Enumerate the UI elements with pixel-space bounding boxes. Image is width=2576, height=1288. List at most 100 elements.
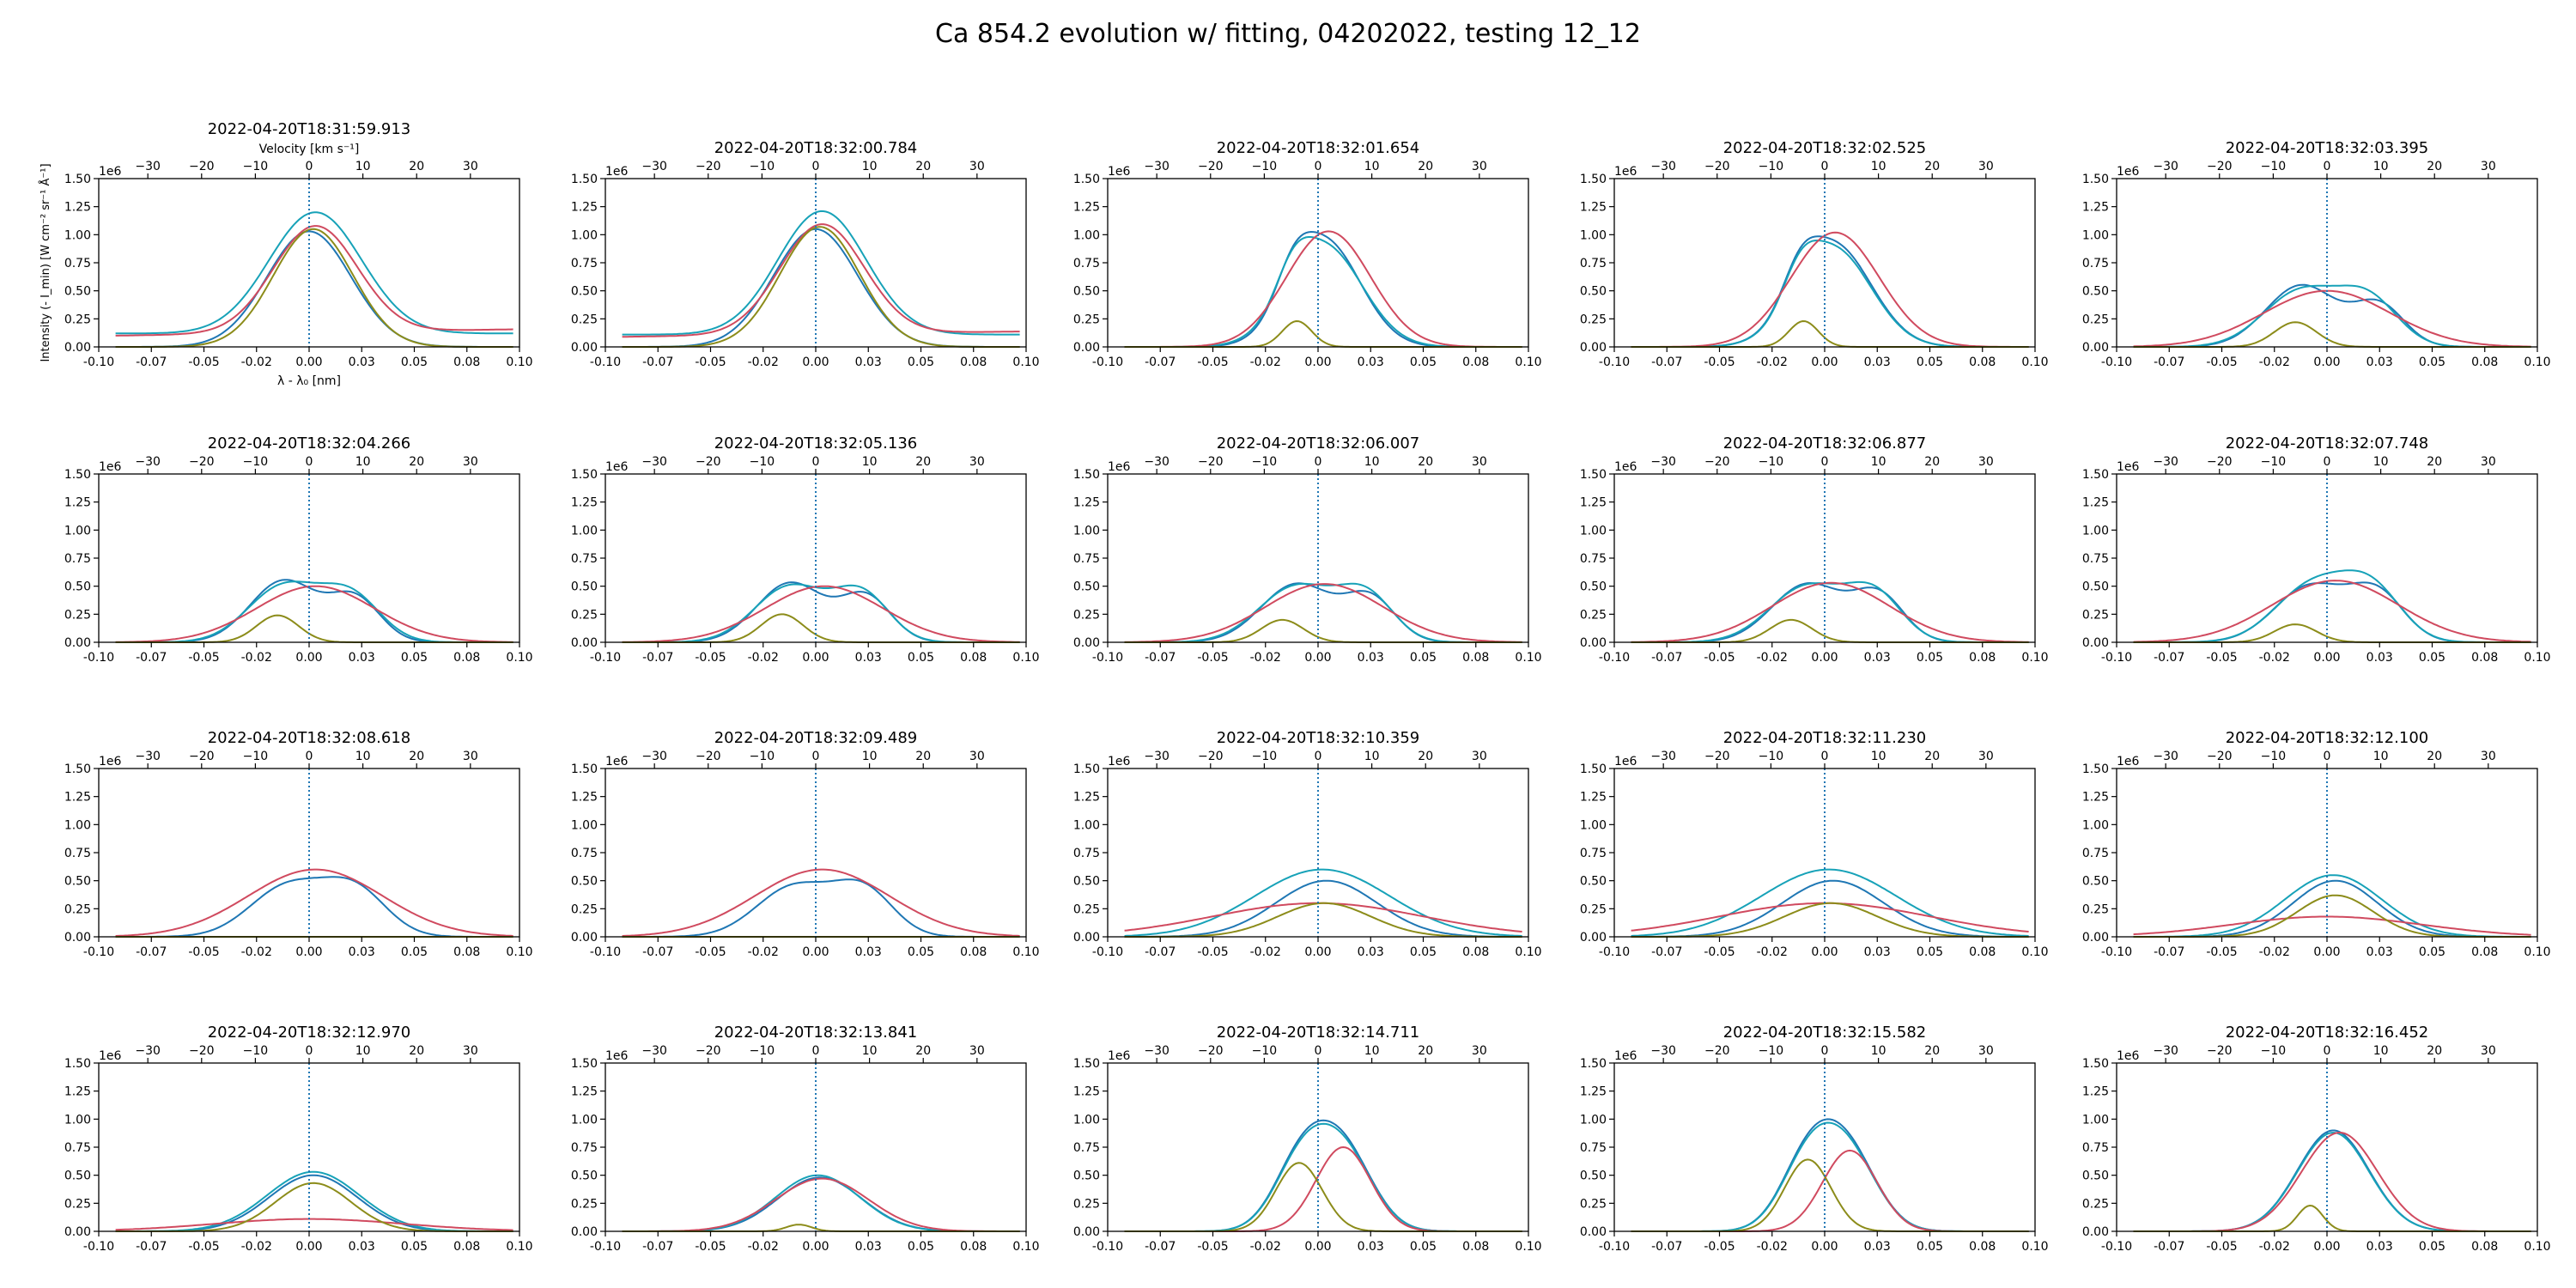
fit_total-line <box>2133 874 2531 938</box>
y-tick-label: 1.25 <box>1580 1085 1607 1099</box>
subplot-panel: 2022-04-20T18:32:14.711 -0.10 -0.07 -0.05 -0… <box>1048 1003 1554 1283</box>
top-tick-label: −10 <box>750 750 775 763</box>
y-tick-label: 0.50 <box>1580 875 1607 889</box>
x-tick-label: 0.08 <box>2471 355 2498 369</box>
y-tick-label: 0.00 <box>1073 931 1100 945</box>
y-tick-label: 0.50 <box>1580 285 1607 299</box>
y-tick-label: 0.50 <box>571 285 598 299</box>
subplot-svg: 2022-04-20T18:32:01.654 -0.10 -0.07 -0.05 -0… <box>1073 139 1542 369</box>
y-tick-label: 1.25 <box>1580 201 1607 215</box>
top-tick-label: 0 <box>1315 455 1322 469</box>
component_2-line <box>1631 902 2029 938</box>
x-tick-label: 0.10 <box>1012 1240 1039 1254</box>
x-tick-label: -0.07 <box>1651 945 1682 959</box>
offset-text: 1e6 <box>99 755 122 769</box>
subplot-title: 2022-04-20T18:32:02.525 <box>1723 139 1927 157</box>
y-tick-label: 1.50 <box>64 468 91 482</box>
y-tick-label: 1.25 <box>571 1085 598 1099</box>
component_1-line <box>115 1218 513 1231</box>
y-tick-label: 0.75 <box>2082 1141 2109 1155</box>
x-tick-label: -0.02 <box>1250 355 1281 369</box>
x-tick-label: 0.03 <box>1358 651 1384 665</box>
x-tick-label: 0.00 <box>1811 651 1838 665</box>
x-tick-label: 0.00 <box>1811 355 1838 369</box>
top-tick-label: 30 <box>463 1044 478 1058</box>
x-tick-label: -0.10 <box>1599 945 1630 959</box>
offset-text: 1e6 <box>1108 755 1131 769</box>
subplot-title: 2022-04-20T18:32:16.452 <box>2226 1024 2429 1042</box>
plot-area: 2022-04-20T18:32:04.266 -0.10 -0.07 -0.05 -0… <box>64 434 533 665</box>
y-tick-label: 0.25 <box>64 608 91 622</box>
x-tick-label: -0.10 <box>83 355 114 369</box>
component_1-line <box>622 223 1020 338</box>
x-tick-label: 0.03 <box>855 651 882 665</box>
top-tick-label: −30 <box>135 750 161 763</box>
y-tick-label: 0.00 <box>1073 341 1100 355</box>
top-tick-label: 10 <box>355 1044 371 1058</box>
plot-area: 2022-04-20T18:32:09.489 -0.10 -0.07 -0.05 -0… <box>571 729 1040 959</box>
x-tick-label: -0.07 <box>1651 355 1682 369</box>
top-tick-label: −10 <box>2261 160 2287 173</box>
y-tick-label: 0.00 <box>64 1225 91 1239</box>
top-tick-label: 10 <box>355 750 371 763</box>
y-tick-label: 1.25 <box>571 791 598 805</box>
component_1-line <box>1631 231 2029 348</box>
y-tick-label: 0.25 <box>64 902 91 916</box>
y-tick-label: 0.75 <box>1580 552 1607 566</box>
x-tick-label: 0.08 <box>2471 945 2498 959</box>
x-tick-label: 0.03 <box>349 355 375 369</box>
y-tick-label: 1.00 <box>1073 228 1100 242</box>
y-tick-label: 1.50 <box>2082 1057 2109 1071</box>
top-tick-label: 20 <box>915 455 931 469</box>
fit_total-line <box>2133 284 2531 348</box>
component_1-line <box>115 225 513 337</box>
y-tick-label: 1.25 <box>1073 791 1100 805</box>
top-tick-label: −10 <box>1759 160 1784 173</box>
y-tick-label: 1.00 <box>571 818 598 832</box>
fit_total-line <box>1631 239 2029 348</box>
top-tick-label: 10 <box>355 455 371 469</box>
y-tick-label: 0.75 <box>2082 257 2109 270</box>
y-tick-label: 1.25 <box>64 496 91 510</box>
x-tick-label: 0.10 <box>1515 355 1541 369</box>
x-tick-label: -0.02 <box>1250 1240 1281 1254</box>
subplot-title: 2022-04-20T18:32:15.582 <box>1723 1024 1927 1042</box>
plot-area: 2022-04-20T18:32:06.877 -0.10 -0.07 -0.05 -0… <box>1580 434 2049 665</box>
y-tick-label: 0.00 <box>1580 1225 1607 1239</box>
y-tick-label: 1.25 <box>2082 1085 2109 1099</box>
top-tick-label: −20 <box>1704 1044 1730 1058</box>
x-tick-label: 0.08 <box>1969 651 1996 665</box>
plot-area: 2022-04-20T18:32:10.359 -0.10 -0.07 -0.05 -0… <box>1073 729 1542 959</box>
x-tick-label: -0.10 <box>2101 1240 2132 1254</box>
top-tick-label: −20 <box>1704 455 1730 469</box>
y-tick-label: 0.75 <box>571 847 598 860</box>
x-tick-label: -0.02 <box>748 945 779 959</box>
y-tick-label: 0.25 <box>1580 313 1607 326</box>
y-tick-label: 1.00 <box>1580 524 1607 538</box>
x-tick-label: 0.00 <box>295 355 322 369</box>
fit_total-line <box>1631 1121 2029 1232</box>
y-tick-label: 1.50 <box>64 1057 91 1071</box>
subplot-panel: 2022-04-20T18:32:00.784 -0.10 -0.07 -0.05 -0… <box>545 118 1052 398</box>
x-tick-label: -0.07 <box>1651 1240 1682 1254</box>
y-tick-label: 0.00 <box>2082 341 2109 355</box>
top-tick-label: 0 <box>812 455 820 469</box>
x-tick-label: 0.00 <box>1304 945 1331 959</box>
x-tick-label: -0.10 <box>2101 651 2132 665</box>
top-tick-label: −10 <box>243 750 269 763</box>
top-tick-label: −20 <box>696 455 721 469</box>
y-tick-label: 1.00 <box>2082 818 2109 832</box>
y-tick-label: 0.75 <box>1073 847 1100 860</box>
y-tick-label: 1.00 <box>1073 818 1100 832</box>
x-tick-label: 0.05 <box>2419 1240 2445 1254</box>
top-tick-label: 30 <box>969 160 985 173</box>
y-tick-label: 0.25 <box>2082 608 2109 622</box>
observed-line <box>2133 879 2531 938</box>
x-tick-label: 0.08 <box>453 355 480 369</box>
top-tick-label: 20 <box>1924 750 1940 763</box>
subplot-panel: 2022-04-20T18:32:10.359 -0.10 -0.07 -0.05 -0… <box>1048 708 1554 988</box>
x-tick-label: 0.05 <box>908 651 934 665</box>
y-tick-label: 1.00 <box>2082 1113 2109 1127</box>
y-tick-label: 0.50 <box>64 1170 91 1183</box>
x-tick-label: -0.07 <box>642 651 673 665</box>
